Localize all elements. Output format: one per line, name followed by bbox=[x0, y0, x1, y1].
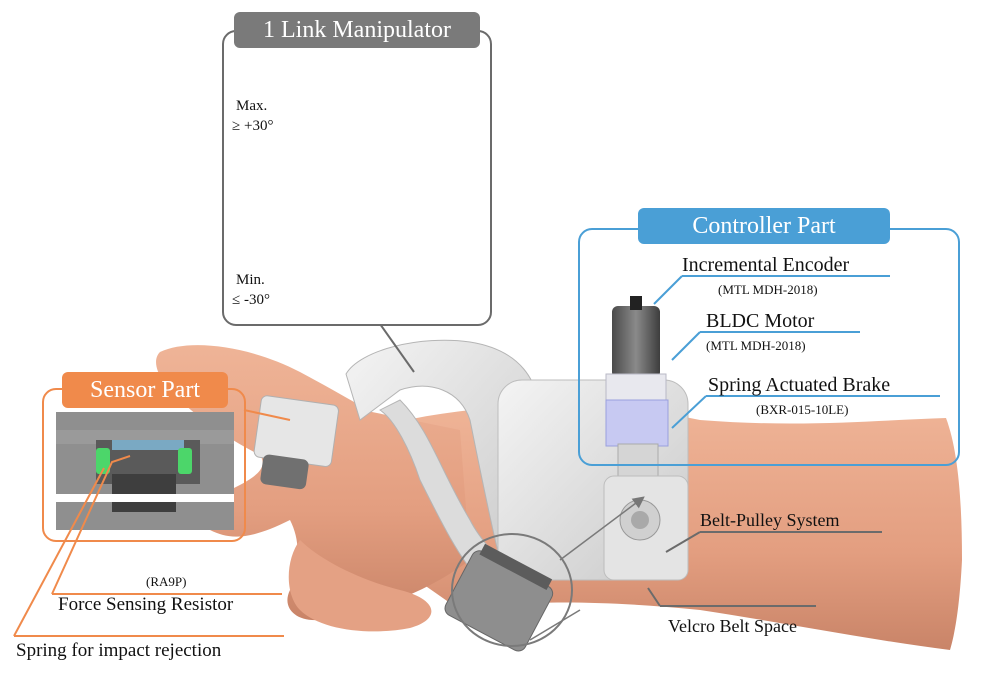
manipulator-callout-frame bbox=[222, 30, 492, 326]
finger-pad bbox=[253, 395, 339, 490]
thumb-shape bbox=[288, 540, 432, 632]
sensor-title-tag: Sensor Part bbox=[62, 372, 228, 408]
motor-name-label: BLDC Motor bbox=[706, 310, 815, 332]
brake-body bbox=[605, 399, 669, 447]
spring-right bbox=[178, 448, 192, 474]
hand-palm-shape bbox=[156, 345, 471, 621]
encoder-body bbox=[612, 306, 660, 378]
min-angle-label: Min. bbox=[236, 272, 265, 288]
max-angle-value: ≥ +30° bbox=[232, 118, 274, 134]
min-angle-value: ≤ -30° bbox=[232, 292, 270, 308]
spring-label: Spring for impact rejection bbox=[16, 640, 222, 661]
belt-drive-module bbox=[444, 543, 554, 652]
encoder-model-label: (MTL MDH-2018) bbox=[718, 282, 818, 297]
brake-model-label: (BXR-015-10LE) bbox=[756, 402, 849, 417]
fsr-name-label: Force Sensing Resistor bbox=[58, 594, 234, 615]
max-angle-label: Max. bbox=[236, 98, 268, 114]
leader-lines bbox=[13, 275, 940, 637]
sensor-callout-frame bbox=[42, 388, 246, 542]
motor-model-label: (MTL MDH-2018) bbox=[706, 338, 806, 353]
manipulator-title-tag: 1 Link Manipulator bbox=[234, 12, 480, 48]
sensor-cross-section bbox=[56, 412, 234, 530]
controller-title-tag: Controller Part bbox=[638, 208, 890, 244]
brake-name-label: Spring Actuated Brake bbox=[708, 374, 891, 396]
spring-left bbox=[96, 448, 110, 474]
detail-ellipse bbox=[451, 533, 573, 647]
exoskeleton-device bbox=[253, 296, 689, 652]
encoder-name-label: Incremental Encoder bbox=[682, 254, 850, 276]
velcro-label: Velcro Belt Space bbox=[668, 616, 797, 636]
belt-pulley-label: Belt-Pulley System bbox=[700, 510, 840, 530]
fsr-model-label: (RA9P) bbox=[146, 574, 187, 589]
